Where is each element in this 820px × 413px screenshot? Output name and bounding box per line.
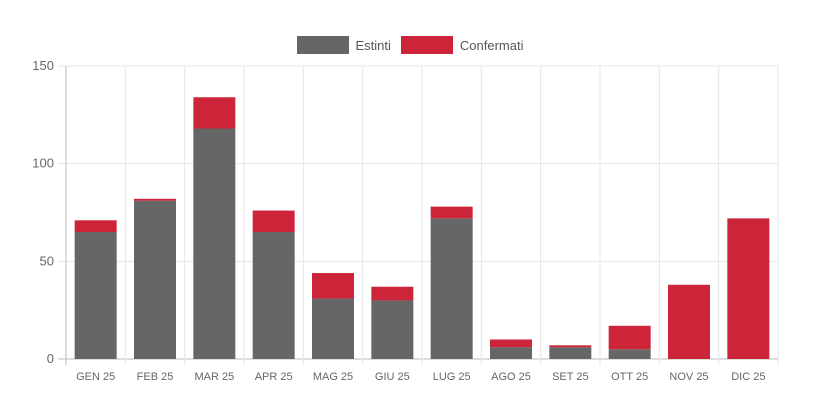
bar-estinti-ott-25	[608, 349, 651, 359]
bar-estinti-gen-25	[74, 232, 117, 359]
legend-label-estinti: Estinti	[355, 37, 391, 53]
x-tick-label: SET 25	[552, 371, 589, 383]
x-tick-label: OTT 25	[611, 371, 648, 383]
legend-item-estinti[interactable]: Estinti	[296, 36, 391, 54]
bar-estinti-ago-25	[490, 347, 532, 359]
bar-confermati-set-25	[549, 345, 592, 348]
x-tick-label: MAR 25	[194, 371, 234, 383]
legend-item-confermati[interactable]: Confermati	[400, 36, 524, 54]
bar-estinti-set-25	[549, 347, 592, 359]
bar-confermati-lug-25	[430, 206, 473, 219]
y-tick-label: 50	[40, 253, 54, 268]
bar-estinti-mar-25	[193, 128, 236, 359]
bar-confermati-ott-25	[608, 325, 651, 350]
bar-estinti-lug-25	[430, 218, 473, 359]
bar-confermati-gen-25	[74, 220, 117, 233]
x-tick-label: FEB 25	[137, 371, 174, 383]
x-tick-label: GIU 25	[375, 371, 410, 383]
bar-confermati-nov-25	[668, 284, 710, 359]
bar-confermati-mag-25	[312, 273, 354, 299]
bar-estinti-apr-25	[252, 232, 295, 359]
chart-legend: Estinti Confermati	[0, 36, 820, 54]
bar-confermati-ago-25	[490, 339, 532, 348]
legend-swatch-estinti	[296, 36, 349, 54]
bar-confermati-dic-25	[727, 218, 770, 359]
x-tick-label: LUG 25	[433, 371, 471, 383]
bar-confermati-feb-25	[134, 198, 176, 201]
y-tick-label: 100	[32, 156, 54, 171]
bar-estinti-mag-25	[312, 298, 354, 359]
bar-confermati-apr-25	[252, 210, 295, 233]
x-tick-label: APR 25	[255, 371, 293, 383]
bar-confermati-giu-25	[371, 286, 414, 301]
x-tick-label: NOV 25	[669, 371, 708, 383]
bar-estinti-feb-25	[134, 200, 176, 359]
x-tick-label: AGO 25	[491, 371, 531, 383]
bar-estinti-giu-25	[371, 300, 414, 359]
y-tick-label: 0	[47, 351, 54, 366]
legend-swatch-confermati	[400, 36, 453, 54]
bar-confermati-mar-25	[193, 97, 236, 129]
legend-label-confermati: Confermati	[459, 37, 524, 53]
x-tick-label: DIC 25	[731, 371, 765, 383]
x-tick-label: MAG 25	[313, 371, 353, 383]
x-tick-label: GEN 25	[76, 371, 115, 383]
y-tick-label: 150	[32, 58, 54, 73]
